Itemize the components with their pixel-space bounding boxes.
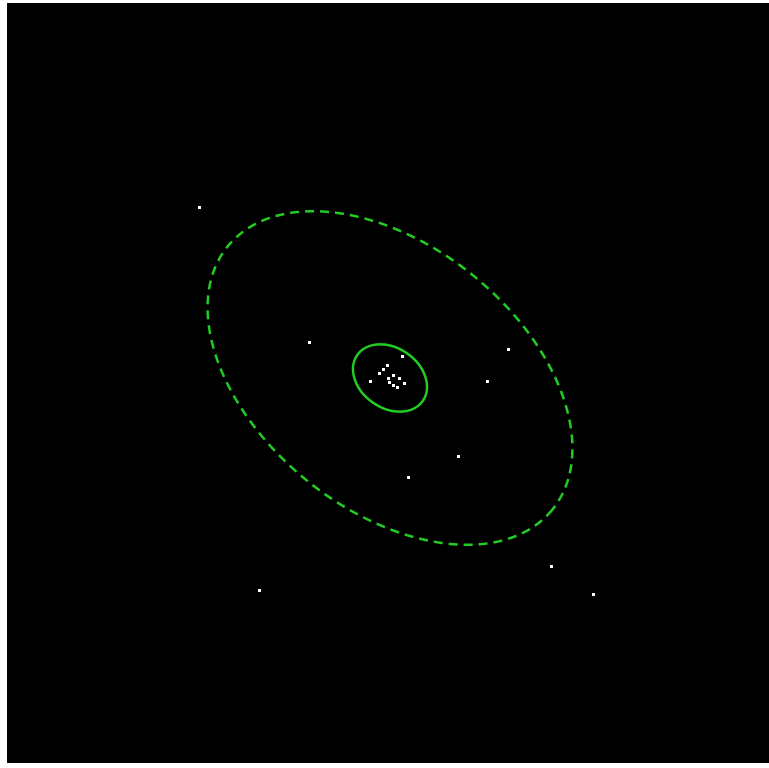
outer-ellipse	[206, 209, 574, 547]
point	[403, 382, 406, 385]
point	[401, 355, 404, 358]
point	[378, 372, 381, 375]
point	[398, 377, 401, 380]
point	[369, 380, 372, 383]
point	[457, 455, 460, 458]
point	[507, 348, 510, 351]
point	[386, 364, 389, 367]
point	[387, 377, 390, 380]
point	[486, 380, 489, 383]
point	[308, 341, 311, 344]
points	[198, 206, 595, 596]
inner-ellipse	[351, 343, 429, 413]
point	[392, 374, 395, 377]
point	[198, 206, 201, 209]
point	[382, 368, 385, 371]
point	[407, 476, 410, 479]
point	[592, 593, 595, 596]
point	[396, 386, 399, 389]
point	[258, 589, 261, 592]
point	[392, 384, 395, 387]
point	[388, 381, 391, 384]
point	[550, 565, 553, 568]
